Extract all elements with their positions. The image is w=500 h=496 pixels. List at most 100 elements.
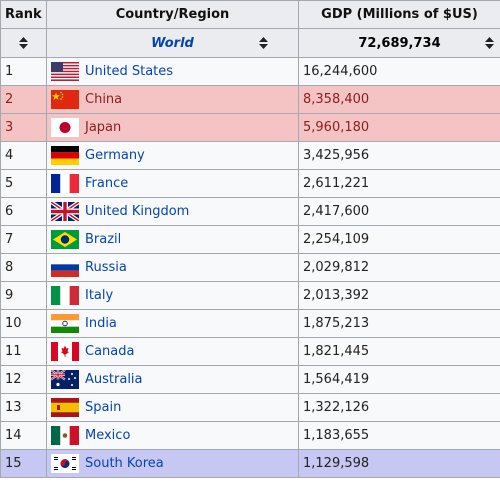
rank-cell: 7 — [0, 225, 47, 254]
gdp-cell: 1,183,655 — [298, 421, 500, 450]
country-link[interactable]: Brazil — [85, 232, 122, 247]
australia-flag-icon[interactable] — [51, 370, 79, 389]
gdp-cell: 1,322,126 — [298, 393, 500, 422]
country-link[interactable]: Italy — [85, 288, 114, 303]
brazil-flag-icon[interactable] — [51, 230, 79, 249]
gdp-cell: 1,564,419 — [298, 365, 500, 394]
country-link[interactable]: China — [85, 92, 123, 107]
gdp-cell: 2,417,600 — [298, 197, 500, 226]
rank-cell: 12 — [0, 365, 47, 394]
gdp-cell: 2,611,221 — [298, 169, 500, 198]
table-row: 5 France 2,611,221 — [0, 169, 500, 198]
gdp-cell: 1,129,598 — [298, 449, 500, 478]
table-row: 12 Australia 1,564,419 — [0, 365, 500, 394]
rank-cell: 3 — [0, 113, 47, 142]
country-link[interactable]: Spain — [85, 400, 122, 415]
country-link[interactable]: France — [85, 176, 129, 191]
country-link[interactable]: United Kingdom — [85, 204, 190, 219]
country-cell: United States — [46, 57, 299, 86]
sort-updown-icon[interactable] — [485, 37, 494, 49]
table-row: 13 Spain 1,322,126 — [0, 393, 500, 422]
country-link[interactable]: South Korea — [85, 456, 164, 471]
country-cell: United Kingdom — [46, 197, 299, 226]
world-gdp-cell: 72,689,734 — [298, 28, 500, 58]
table-row: 6 United Kingdom 2,417,600 — [0, 197, 500, 226]
table-row: 10 India 1,875,213 — [0, 309, 500, 338]
country-cell: South Korea — [46, 449, 299, 478]
us-flag-icon[interactable] — [51, 62, 79, 81]
gdp-cell: 1,821,445 — [298, 337, 500, 366]
gdp-cell: 2,254,109 — [298, 225, 500, 254]
spain-flag-icon[interactable] — [51, 398, 79, 417]
gdp-cell: 3,425,956 — [298, 141, 500, 170]
gdp-cell: 2,029,812 — [298, 253, 500, 282]
country-cell: Canada — [46, 337, 299, 366]
gdp-cell: 8,358,400 — [298, 85, 500, 114]
country-link[interactable]: Canada — [85, 344, 135, 359]
china-flag-icon[interactable] — [51, 90, 79, 109]
rank-cell: 4 — [0, 141, 47, 170]
country-link[interactable]: United States — [85, 64, 174, 79]
country-link[interactable]: Australia — [85, 372, 143, 387]
uk-flag-icon[interactable] — [51, 202, 79, 221]
table-row: 3 Japan 5,960,180 — [0, 113, 500, 142]
world-label[interactable]: World — [151, 35, 194, 51]
canada-flag-icon[interactable] — [51, 342, 79, 361]
table-row: 7 Brazil 2,254,109 — [0, 225, 500, 254]
gdp-cell: 1,875,213 — [298, 309, 500, 338]
gdp-header[interactable]: GDP (Millions of $US) — [298, 0, 500, 29]
table-row: 1 United States 16,244,600 — [0, 57, 500, 86]
rank-cell: 15 — [0, 449, 47, 478]
table-row: 15 South Korea 1,129,598 — [0, 449, 500, 478]
rank-cell: 14 — [0, 421, 47, 450]
country-cell: Brazil — [46, 225, 299, 254]
gdp-cell: 2,013,392 — [298, 281, 500, 310]
rank-header[interactable]: Rank — [0, 0, 47, 29]
france-flag-icon[interactable] — [51, 174, 79, 193]
country-cell: France — [46, 169, 299, 198]
country-cell: Germany — [46, 141, 299, 170]
rank-sort-cell[interactable] — [0, 28, 47, 58]
rank-cell: 11 — [0, 337, 47, 366]
south-korea-flag-icon[interactable] — [51, 454, 79, 473]
india-flag-icon[interactable] — [51, 314, 79, 333]
country-cell: Mexico — [46, 421, 299, 450]
country-cell: Italy — [46, 281, 299, 310]
rank-cell: 9 — [0, 281, 47, 310]
country-cell: Australia — [46, 365, 299, 394]
gdp-ranking-table: Rank Country/Region GDP (Millions of $US… — [0, 0, 500, 478]
country-cell: China — [46, 85, 299, 114]
rank-cell: 1 — [0, 57, 47, 86]
gdp-cell: 5,960,180 — [298, 113, 500, 142]
country-link[interactable]: Japan — [85, 120, 122, 135]
country-link[interactable]: Mexico — [85, 428, 131, 443]
mexico-flag-icon[interactable] — [51, 426, 79, 445]
rank-cell: 6 — [0, 197, 47, 226]
table-row: 9 Italy 2,013,392 — [0, 281, 500, 310]
country-header[interactable]: Country/Region — [46, 0, 299, 29]
country-link[interactable]: Germany — [85, 148, 145, 163]
table-row: 8 Russia 2,029,812 — [0, 253, 500, 282]
italy-flag-icon[interactable] — [51, 286, 79, 305]
table-row: 14 Mexico 1,183,655 — [0, 421, 500, 450]
country-cell: Japan — [46, 113, 299, 142]
table-row: 11 Canada 1,821,445 — [0, 337, 500, 366]
rank-cell: 13 — [0, 393, 47, 422]
sort-updown-icon[interactable] — [259, 37, 268, 49]
russia-flag-icon[interactable] — [51, 258, 79, 277]
header-row: Rank Country/Region GDP (Millions of $US… — [0, 0, 500, 29]
country-cell: Spain — [46, 393, 299, 422]
sort-updown-icon[interactable] — [19, 37, 28, 49]
table-row: 4 Germany 3,425,956 — [0, 141, 500, 170]
country-link[interactable]: India — [85, 316, 117, 331]
country-cell: India — [46, 309, 299, 338]
world-row: World 72,689,734 — [0, 28, 500, 58]
rank-cell: 10 — [0, 309, 47, 338]
gdp-cell: 16,244,600 — [298, 57, 500, 86]
japan-flag-icon[interactable] — [51, 118, 79, 137]
world-country-cell: World — [46, 28, 299, 58]
rank-cell: 5 — [0, 169, 47, 198]
country-link[interactable]: Russia — [85, 260, 127, 275]
germany-flag-icon[interactable] — [51, 146, 79, 165]
world-gdp-value: 72,689,734 — [358, 35, 441, 51]
